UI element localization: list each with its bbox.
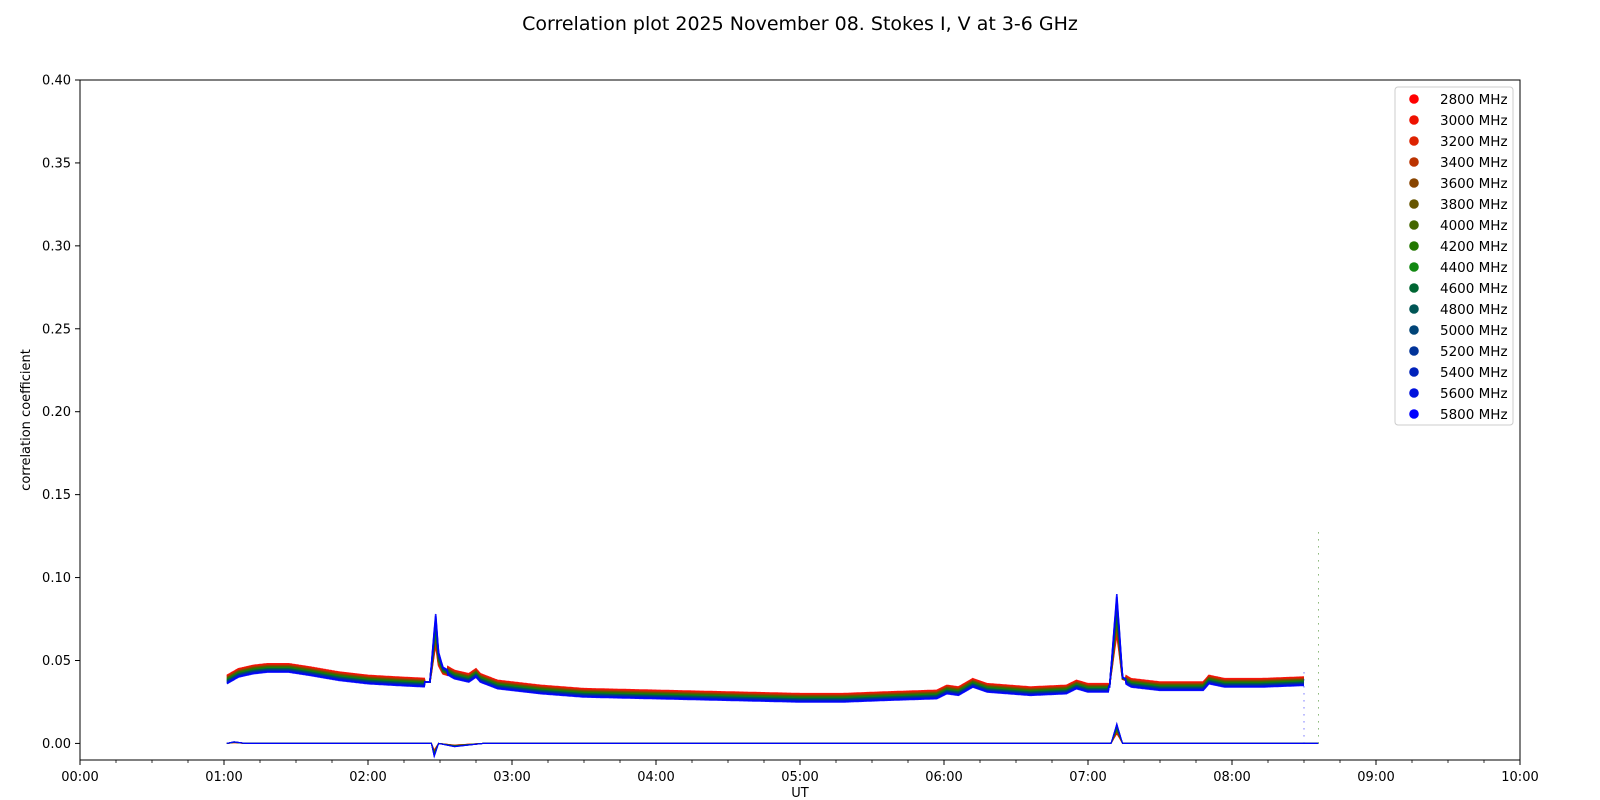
legend-box [1394, 86, 1514, 426]
series-v-line [226, 730, 1319, 753]
legend-marker [1409, 262, 1419, 272]
legend-label: 3200 MHz [1440, 134, 1508, 150]
series-v-line [226, 723, 1319, 758]
series-v-line [226, 722, 1319, 759]
series-v-line [226, 730, 1319, 753]
series-v-line [226, 724, 1319, 757]
y-tick-label: 0.15 [42, 488, 71, 503]
plot-frame [79, 79, 1521, 761]
legend-label: 4800 MHz [1440, 302, 1508, 318]
chart-title: Correlation plot 2025 November 08. Stoke… [522, 13, 1078, 35]
legend-marker [1409, 157, 1419, 167]
legend-marker [1409, 325, 1419, 335]
legend-marker [1409, 304, 1419, 314]
legend-label: 3800 MHz [1440, 197, 1508, 213]
legend-label: 4200 MHz [1440, 239, 1508, 255]
legend-marker [1409, 283, 1419, 293]
y-tick-label: 0.40 [42, 74, 71, 89]
series-v-line [226, 731, 1319, 752]
legend-marker [1409, 346, 1419, 356]
x-tick-label: 00:00 [61, 770, 98, 785]
series-v-line [226, 721, 1319, 759]
series-v-line [226, 725, 1319, 757]
legend-marker [1409, 220, 1419, 230]
series-v-line [226, 725, 1319, 756]
y-tick-label: 0.10 [42, 571, 71, 586]
x-tick-label: 05:00 [781, 770, 818, 785]
x-tick-label: 07:00 [1069, 770, 1106, 785]
legend-label: 2800 MHz [1440, 92, 1508, 108]
x-axis: 00:00 01:00 02:00 03:00 04:00 05:00 06:00 07:00… [61, 760, 1539, 785]
series-v-line [226, 729, 1319, 754]
legend-label: 5000 MHz [1440, 323, 1508, 339]
legend-label: 3000 MHz [1440, 113, 1508, 129]
x-tick-label: 09:00 [1357, 770, 1394, 785]
x-tick-label: 03:00 [493, 770, 530, 785]
y-tick-label: 0.05 [42, 654, 71, 669]
y-tick-label: 0.00 [42, 737, 71, 752]
legend-marker [1409, 388, 1419, 398]
y-tick-label: 0.20 [42, 405, 71, 420]
y-axis-label: correlation coefficient [19, 349, 34, 491]
legend-label: 5600 MHz [1440, 386, 1508, 402]
series-v-line [226, 723, 1319, 758]
y-tick-label: 0.30 [42, 239, 71, 254]
y-tick-label: 0.25 [42, 322, 71, 337]
legend-marker [1409, 367, 1419, 377]
series-i-line [226, 594, 1304, 703]
legend-marker [1409, 178, 1419, 188]
legend-label: 5800 MHz [1440, 407, 1508, 423]
legend-label: 3400 MHz [1440, 155, 1508, 171]
legend: 2800 MHz 3000 MHz 3200 MHz 3400 MHz 3600 MHz… [1394, 86, 1514, 426]
x-tick-label: 02:00 [349, 770, 386, 785]
x-tick-label: 01:00 [205, 770, 242, 785]
legend-marker [1409, 136, 1419, 146]
legend-label: 4400 MHz [1440, 260, 1508, 276]
legend-label: 5400 MHz [1440, 365, 1508, 381]
series-v-line [226, 727, 1319, 755]
data-layer [226, 527, 1319, 759]
legend-marker [1409, 241, 1419, 251]
series-v-line [226, 732, 1319, 752]
legend-marker [1409, 94, 1419, 104]
x-tick-label: 04:00 [637, 770, 674, 785]
legend-label: 4000 MHz [1440, 218, 1508, 234]
series-v-line [226, 728, 1319, 755]
legend-marker [1409, 115, 1419, 125]
y-axis: 0.00 0.05 0.10 0.15 0.20 0.25 0.30 0.35 0.40 [42, 74, 80, 752]
legend-marker [1409, 199, 1419, 209]
legend-label: 3600 MHz [1440, 176, 1508, 192]
x-axis-label: UT [791, 786, 809, 800]
x-tick-label: 10:00 [1501, 770, 1538, 785]
series-v-line [226, 726, 1319, 756]
y-tick-label: 0.35 [42, 156, 71, 171]
series-v-line [226, 728, 1319, 754]
legend-label: 4600 MHz [1440, 281, 1508, 297]
legend-marker [1409, 409, 1419, 419]
x-tick-label: 06:00 [925, 770, 962, 785]
x-tick-label: 08:00 [1213, 770, 1250, 785]
legend-label: 5200 MHz [1440, 344, 1508, 360]
